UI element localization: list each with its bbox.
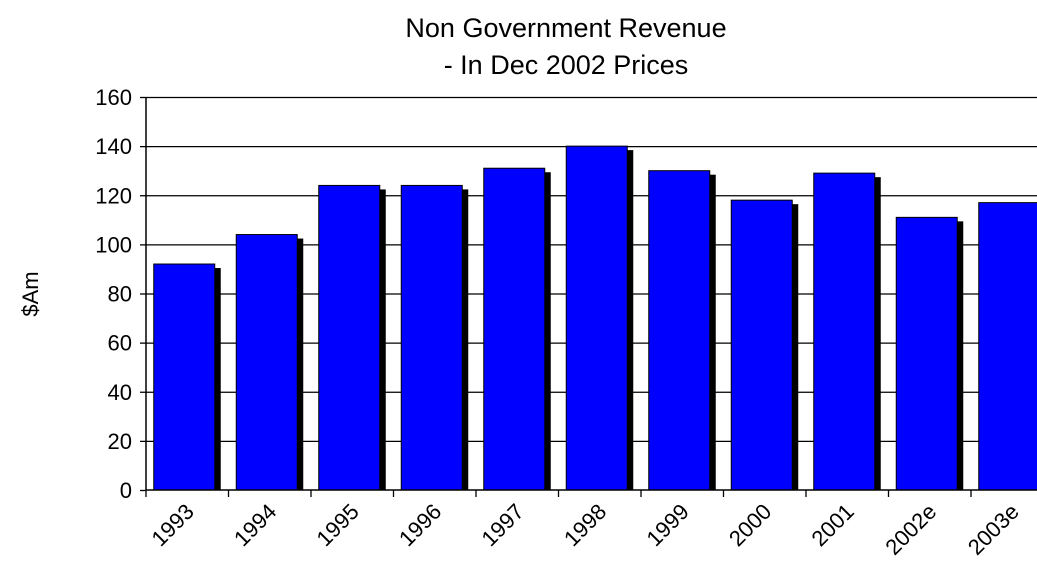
x-tick-label: 2001: [806, 499, 858, 551]
bar-1997: [483, 167, 546, 491]
y-tick-labels: 0 20 40 60 80 100 120 140 160: [95, 85, 132, 503]
bar-1999: [648, 170, 711, 491]
x-tick-label: 1999: [641, 499, 693, 551]
y-tick-label: 140: [95, 134, 132, 159]
x-tick-label: 2002e: [880, 499, 941, 560]
bar-1995: [318, 184, 381, 491]
bar-1994: [235, 234, 298, 491]
y-tick-label: 120: [95, 183, 132, 208]
y-tick-label: 60: [108, 331, 132, 356]
x-tick-label: 2003e: [963, 499, 1024, 560]
axes: [140, 96, 1037, 497]
bar-1993: [153, 263, 216, 491]
chart-subtitle: - In Dec 2002 Prices: [444, 50, 689, 80]
x-tick-label: 1996: [394, 499, 446, 551]
y-tick-label: 0: [120, 478, 132, 503]
y-tick-label: 160: [95, 85, 132, 110]
y-axis-title: $Am: [18, 271, 43, 316]
x-tick-label: 2000: [724, 499, 776, 551]
bar-1998: [565, 145, 628, 491]
y-tick-label: 20: [108, 429, 132, 454]
y-tick-label: 100: [95, 232, 132, 257]
bar-2003e: [978, 202, 1037, 491]
y-tick-label: 80: [108, 282, 132, 307]
bars: [153, 145, 1037, 491]
y-tick-label: 40: [108, 380, 132, 405]
bar-2001: [813, 172, 876, 491]
x-tick-label: 1993: [146, 499, 198, 551]
x-tick-label: 1997: [476, 499, 528, 551]
chart-title: Non Government Revenue: [405, 13, 726, 43]
x-tick-label: 1995: [311, 499, 363, 551]
x-tick-label: 1998: [559, 499, 611, 551]
bar-2000: [730, 199, 793, 491]
bar-1996: [400, 184, 463, 491]
x-tick-label: 1994: [229, 499, 281, 551]
bar-2002e: [895, 216, 958, 491]
x-tick-labels: 1993 1994 1995 1996 1997 1998 1999 2000 2001 2002…: [146, 499, 1023, 560]
